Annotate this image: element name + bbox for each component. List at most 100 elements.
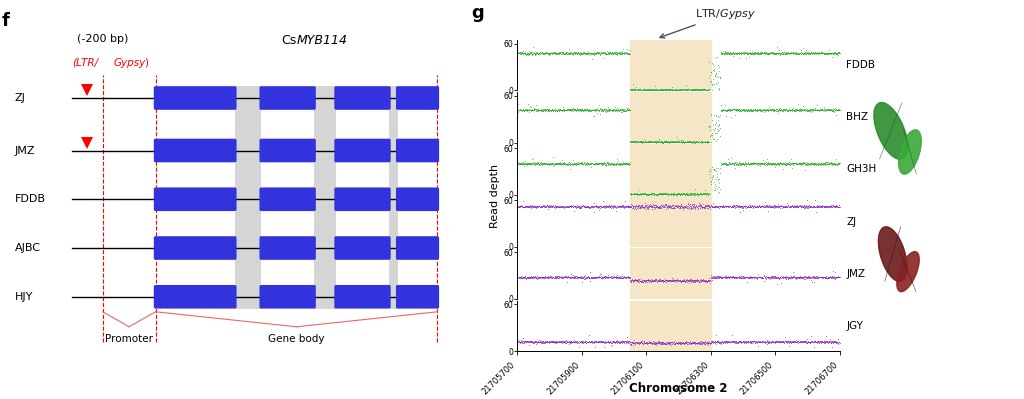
Point bbox=[792, 339, 808, 345]
Point bbox=[639, 192, 655, 198]
Point bbox=[605, 107, 622, 114]
Point bbox=[759, 202, 775, 209]
Point bbox=[752, 203, 768, 210]
Point bbox=[608, 160, 625, 167]
Point bbox=[764, 160, 780, 166]
Point bbox=[685, 190, 701, 197]
Point bbox=[620, 161, 636, 167]
Point bbox=[777, 50, 794, 56]
Point bbox=[642, 277, 658, 284]
Point bbox=[663, 278, 679, 284]
Point bbox=[606, 340, 623, 346]
Point bbox=[728, 49, 744, 56]
Bar bbox=[630, 196, 711, 247]
Point bbox=[717, 107, 733, 113]
Point bbox=[568, 107, 585, 113]
Point bbox=[518, 338, 535, 345]
Point bbox=[636, 191, 652, 197]
Point bbox=[707, 203, 723, 209]
Point bbox=[718, 50, 734, 57]
Point bbox=[812, 339, 828, 345]
Point bbox=[643, 86, 659, 93]
Point bbox=[554, 339, 570, 345]
Point bbox=[755, 275, 771, 282]
Point bbox=[756, 204, 772, 210]
Point bbox=[575, 339, 592, 345]
Point bbox=[545, 160, 561, 166]
Point bbox=[693, 278, 710, 284]
FancyBboxPatch shape bbox=[396, 236, 439, 260]
Point bbox=[529, 274, 546, 280]
Point bbox=[664, 202, 680, 209]
Point bbox=[540, 107, 556, 113]
Point bbox=[605, 160, 622, 167]
Point bbox=[697, 338, 714, 344]
Point bbox=[696, 138, 713, 145]
Point bbox=[529, 160, 546, 166]
Point bbox=[622, 190, 638, 197]
Point bbox=[579, 49, 595, 56]
Point bbox=[587, 107, 603, 113]
Point bbox=[565, 160, 582, 166]
Point bbox=[556, 339, 572, 346]
Point bbox=[788, 274, 805, 280]
Point bbox=[775, 51, 792, 57]
Point bbox=[601, 273, 617, 280]
Point bbox=[563, 274, 580, 280]
Point bbox=[601, 340, 617, 346]
Point bbox=[616, 159, 633, 166]
Point bbox=[714, 273, 730, 280]
Point bbox=[517, 338, 534, 345]
Point bbox=[693, 278, 710, 284]
Point bbox=[672, 340, 688, 347]
Point bbox=[575, 108, 592, 114]
Point bbox=[627, 139, 643, 146]
Point bbox=[715, 274, 731, 280]
Point bbox=[817, 338, 834, 345]
Point bbox=[559, 279, 575, 285]
Point bbox=[527, 203, 544, 210]
Point bbox=[709, 186, 725, 192]
Point bbox=[765, 49, 781, 55]
Point bbox=[744, 108, 761, 115]
Point bbox=[808, 161, 824, 167]
Point bbox=[558, 203, 574, 210]
Point bbox=[713, 160, 729, 166]
Point bbox=[556, 203, 572, 209]
Point bbox=[712, 205, 728, 211]
Point bbox=[748, 106, 764, 112]
Point bbox=[537, 274, 553, 280]
Point bbox=[773, 160, 790, 167]
Point bbox=[649, 277, 666, 283]
Point bbox=[701, 79, 718, 86]
Point bbox=[715, 161, 731, 167]
Point bbox=[778, 49, 795, 56]
Point bbox=[656, 278, 673, 284]
Point bbox=[734, 50, 751, 56]
Point bbox=[765, 203, 781, 209]
Point bbox=[677, 138, 693, 145]
Point bbox=[794, 161, 810, 167]
Point bbox=[643, 138, 659, 144]
Point bbox=[583, 50, 599, 56]
Point bbox=[767, 160, 783, 166]
Point bbox=[604, 203, 621, 209]
Point bbox=[774, 204, 791, 210]
Point bbox=[786, 203, 803, 209]
Point bbox=[682, 138, 698, 145]
Point bbox=[585, 107, 601, 114]
Point bbox=[727, 106, 743, 113]
Point bbox=[829, 273, 846, 280]
Point bbox=[579, 107, 595, 113]
Point bbox=[797, 339, 813, 345]
Point bbox=[676, 341, 692, 347]
Point bbox=[591, 207, 607, 214]
Point bbox=[518, 203, 535, 209]
Point bbox=[535, 203, 551, 209]
Point bbox=[645, 203, 662, 210]
Point bbox=[675, 277, 691, 284]
Point bbox=[755, 275, 771, 281]
Point bbox=[526, 160, 543, 167]
Point bbox=[600, 108, 616, 115]
Point bbox=[540, 108, 556, 114]
